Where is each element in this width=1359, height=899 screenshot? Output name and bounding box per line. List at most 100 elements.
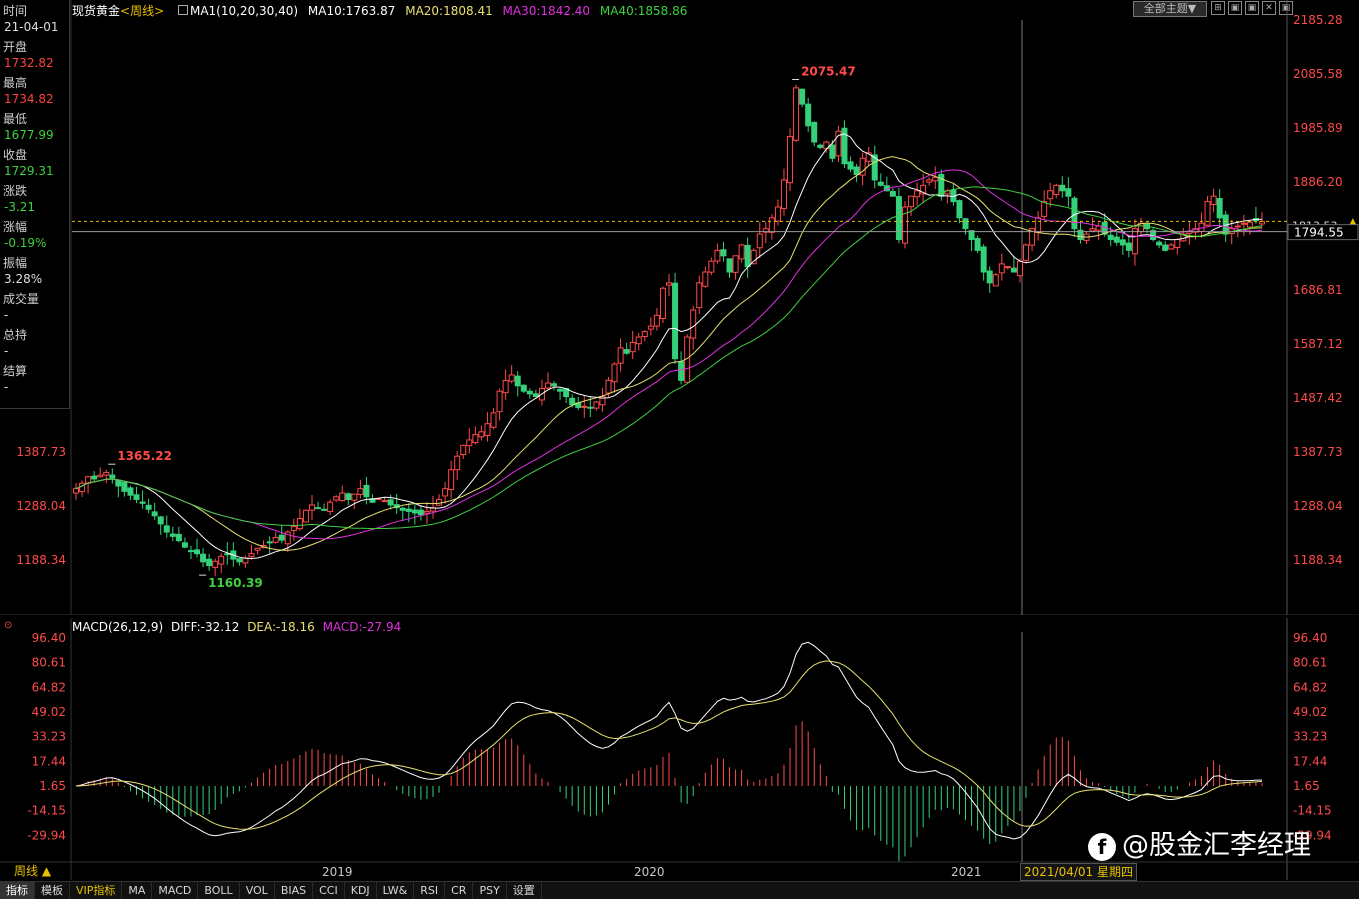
candle [889, 188, 896, 197]
info-value: 1732.82 [4, 56, 54, 70]
macd-y-tick-left: 64.82 [32, 680, 66, 694]
period-tag[interactable]: <周线> [120, 4, 165, 18]
candle [1047, 182, 1054, 208]
crosshair-price-label: 1794.55 [1294, 226, 1344, 240]
candle [805, 97, 812, 133]
candle [793, 84, 800, 142]
tab-6[interactable]: VOL [240, 882, 275, 899]
candle [121, 480, 128, 497]
ma-indicator-icon [177, 5, 188, 15]
candle [986, 266, 993, 293]
candle [841, 120, 848, 168]
chart-title-bar: 现货黄金<周线> MA1(10,20,30,40) MA10:1763.87 M… [72, 2, 693, 18]
candle [109, 468, 116, 484]
candle [1168, 242, 1175, 250]
close-icon[interactable]: ✕ [1262, 1, 1276, 15]
macd-y-tick-left: -29.94 [27, 828, 66, 842]
candle [708, 257, 715, 276]
y-tick-label-left: 1387.73 [16, 445, 66, 459]
tab-11[interactable]: RSI [414, 882, 446, 899]
candle [1041, 190, 1048, 221]
tab-4[interactable]: MACD [152, 882, 199, 899]
candle [103, 469, 110, 484]
info-value: - [4, 308, 9, 322]
candle [1137, 217, 1144, 237]
tab-13[interactable]: PSY [473, 882, 507, 899]
candle [236, 558, 243, 566]
macd-y-tick: 1.65 [1293, 779, 1320, 793]
candle [672, 272, 679, 364]
crosshair-price-box [1287, 224, 1359, 241]
y-tick-label: 1288.04 [1293, 499, 1343, 513]
macd-y-tick-left: -14.15 [27, 804, 66, 818]
annotation-label: 1160.39 [208, 576, 263, 590]
tab-2[interactable]: VIP指标 [70, 882, 123, 899]
watermark-logo-icon: f [1088, 832, 1116, 861]
period-button[interactable]: 周线 ▲ [14, 864, 52, 878]
ma40-value: MA40:1858.86 [599, 4, 688, 18]
candle [956, 199, 963, 224]
window-icon[interactable]: ▣ [1228, 1, 1242, 15]
candle [91, 471, 98, 483]
tab-8[interactable]: CCI [313, 882, 345, 899]
candle [194, 538, 201, 558]
window-icon[interactable]: ▣ [1279, 1, 1293, 15]
candle [1119, 230, 1126, 255]
candle [1035, 211, 1042, 241]
ma30-line [75, 169, 1263, 540]
candle [1150, 227, 1157, 242]
candle [1095, 222, 1102, 240]
candle [532, 389, 539, 398]
candle [1004, 266, 1011, 270]
macd-y-tick-left: 96.40 [32, 631, 66, 645]
tab-10[interactable]: LW& [377, 882, 415, 899]
candle [926, 177, 933, 186]
tab-0[interactable]: 指标 [0, 882, 35, 899]
candle [187, 545, 194, 560]
tab-3[interactable]: MA [122, 882, 153, 899]
tab-5[interactable]: BOLL [198, 882, 240, 899]
candle [520, 384, 527, 394]
macd-label[interactable]: MACD(26,12,9) [72, 620, 164, 634]
y-tick-label: 1188.34 [1293, 553, 1343, 567]
candle [659, 286, 666, 323]
candle [1210, 188, 1217, 213]
candle [914, 182, 921, 206]
macd-value: MACD:-27.94 [322, 620, 402, 634]
tab-7[interactable]: BIAS [275, 882, 314, 899]
candle [181, 537, 188, 549]
ma30-value: MA30:1842.40 [502, 4, 591, 18]
info-label: 收盘 [3, 148, 28, 162]
candle [774, 199, 781, 226]
candlestick-chart[interactable]: 2185.28 2085.58 1985.89 1886.20 1686.81 1587.… [0, 0, 1359, 615]
theme-dropdown[interactable]: 全部主题▼ [1133, 1, 1207, 17]
candle [847, 156, 854, 173]
candle [218, 553, 225, 574]
candle [581, 395, 588, 418]
macd-settings-icon[interactable]: ⊙ [4, 620, 13, 631]
candle [502, 369, 509, 400]
info-label: 涨幅 [3, 220, 28, 234]
candle [1259, 212, 1265, 228]
candle [339, 485, 346, 502]
grid-icon[interactable]: ⊞ [1211, 1, 1225, 15]
candle [865, 146, 872, 167]
info-label: 开盘 [3, 40, 28, 54]
tab-14[interactable]: 设置 [507, 882, 542, 899]
candle [496, 388, 503, 421]
candle [175, 526, 182, 543]
tab-9[interactable]: KDJ [345, 882, 377, 899]
candle [1131, 219, 1138, 266]
macd-y-tick: 49.02 [1293, 705, 1327, 719]
candle [200, 548, 207, 568]
candle [593, 400, 600, 411]
instrument-name[interactable]: 现货黄金 [72, 4, 121, 18]
tab-12[interactable]: CR [445, 882, 474, 899]
ma-label[interactable]: MA1(10,20,30,40) [189, 4, 299, 18]
window-icon[interactable]: ▣ [1245, 1, 1259, 15]
candle [357, 479, 364, 499]
candle [678, 351, 685, 385]
macd-diff: DIFF:-32.12 [170, 620, 240, 634]
candle [508, 365, 515, 384]
tab-1[interactable]: 模板 [35, 882, 70, 899]
